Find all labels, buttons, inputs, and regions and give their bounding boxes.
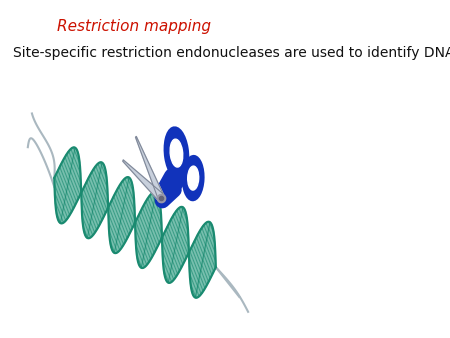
Polygon shape	[135, 192, 156, 268]
Ellipse shape	[170, 139, 183, 167]
Polygon shape	[162, 207, 183, 283]
Text: Restriction mapping: Restriction mapping	[57, 19, 211, 34]
Polygon shape	[195, 222, 216, 298]
Polygon shape	[60, 148, 81, 223]
Polygon shape	[54, 147, 75, 223]
Polygon shape	[135, 136, 164, 201]
Polygon shape	[168, 207, 189, 283]
Ellipse shape	[165, 128, 188, 178]
Polygon shape	[81, 162, 102, 238]
Polygon shape	[189, 222, 210, 297]
Ellipse shape	[188, 166, 199, 190]
Polygon shape	[108, 177, 129, 253]
Polygon shape	[123, 160, 162, 202]
Text: Site-specific restriction endonucleases are used to identify DNA molecules: Site-specific restriction endonucleases …	[13, 46, 450, 60]
Ellipse shape	[183, 156, 203, 200]
Polygon shape	[141, 192, 162, 268]
Polygon shape	[114, 177, 135, 253]
Polygon shape	[87, 163, 108, 238]
